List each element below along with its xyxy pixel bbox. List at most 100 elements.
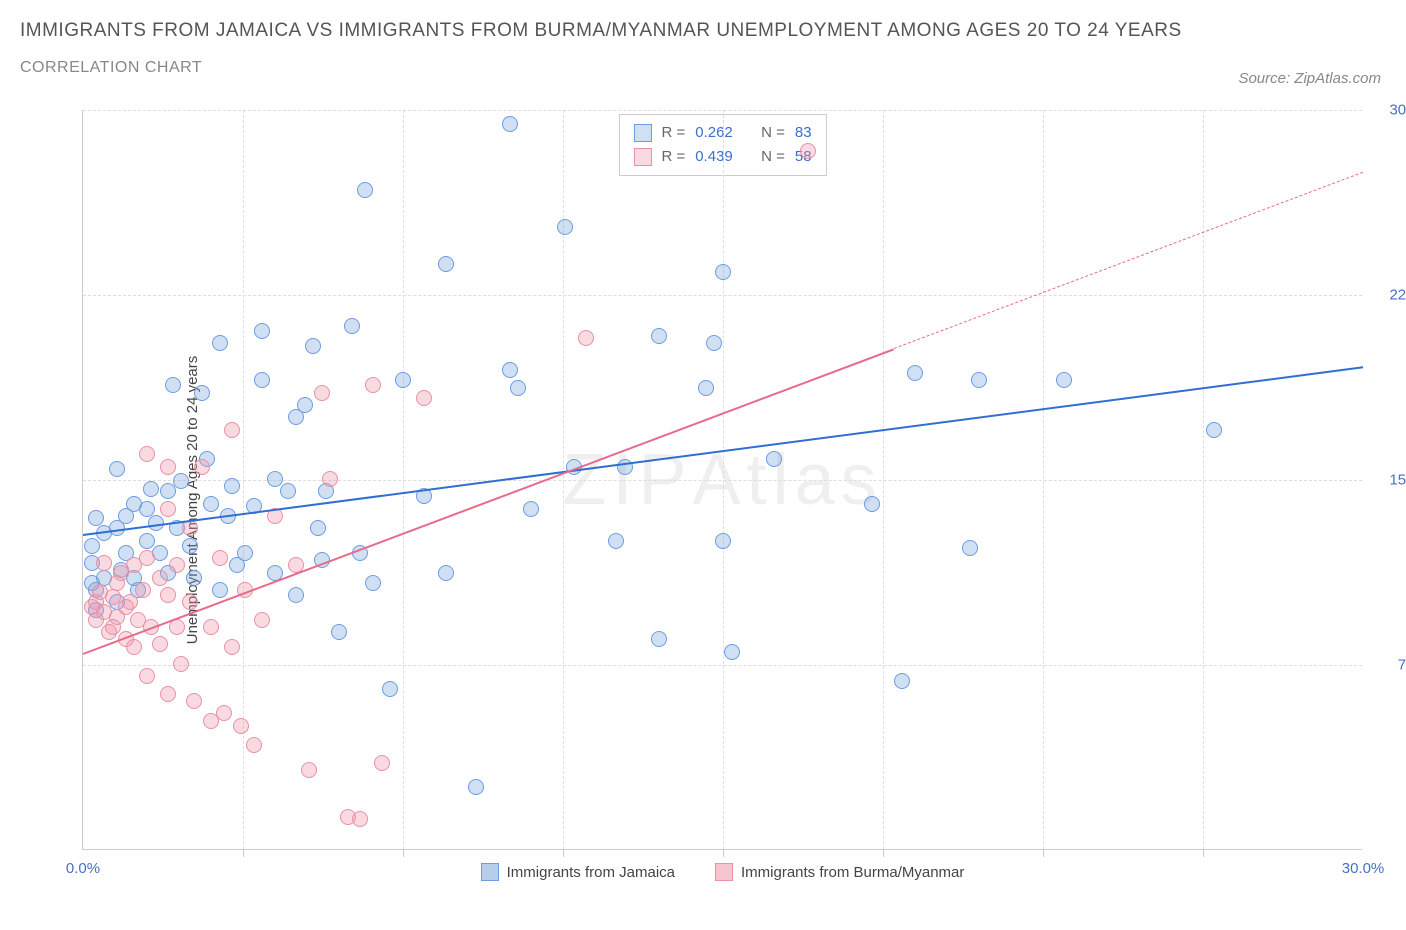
data-point xyxy=(365,377,381,393)
data-point xyxy=(88,510,104,526)
legend-label: Immigrants from Jamaica xyxy=(507,864,675,881)
gridline-v xyxy=(723,110,724,849)
gridline-v xyxy=(403,110,404,849)
data-point xyxy=(160,501,176,517)
data-point xyxy=(96,555,112,571)
x-tick xyxy=(1203,849,1204,857)
data-point xyxy=(84,538,100,554)
data-point xyxy=(706,335,722,351)
x-tick xyxy=(1043,849,1044,857)
data-point xyxy=(468,779,484,795)
data-point xyxy=(698,380,714,396)
legend-item: Immigrants from Jamaica xyxy=(481,863,675,881)
data-point xyxy=(1206,422,1222,438)
data-point xyxy=(224,639,240,655)
data-point xyxy=(280,483,296,499)
legend-swatch xyxy=(715,863,733,881)
trend-line xyxy=(893,172,1363,349)
data-point xyxy=(233,718,249,734)
data-point xyxy=(126,639,142,655)
data-point xyxy=(395,372,411,388)
n-label: N = xyxy=(761,145,785,169)
data-point xyxy=(160,686,176,702)
r-value: 0.262 xyxy=(695,121,733,145)
data-point xyxy=(173,473,189,489)
data-point xyxy=(143,481,159,497)
data-point xyxy=(152,636,168,652)
data-point xyxy=(297,397,313,413)
data-point xyxy=(715,533,731,549)
legend-label: Immigrants from Burma/Myanmar xyxy=(741,864,964,881)
data-point xyxy=(203,619,219,635)
data-point xyxy=(438,256,454,272)
data-point xyxy=(224,422,240,438)
data-point xyxy=(122,594,138,610)
data-point xyxy=(374,755,390,771)
data-point xyxy=(212,550,228,566)
r-label: R = xyxy=(661,121,685,145)
data-point xyxy=(194,459,210,475)
data-point xyxy=(322,471,338,487)
chart-subtitle: CORRELATION CHART xyxy=(20,59,1386,77)
data-point xyxy=(135,582,151,598)
legend-swatch xyxy=(633,124,651,142)
data-point xyxy=(186,570,202,586)
data-point xyxy=(864,496,880,512)
data-point xyxy=(502,362,518,378)
y-tick-label: 22.5% xyxy=(1372,287,1406,304)
gridline-v xyxy=(243,110,244,849)
y-tick-label: 15.0% xyxy=(1372,472,1406,489)
data-point xyxy=(766,451,782,467)
gridline-v xyxy=(883,110,884,849)
data-point xyxy=(894,673,910,689)
gridline-v xyxy=(1203,110,1204,849)
data-point xyxy=(216,705,232,721)
data-point xyxy=(557,219,573,235)
data-point xyxy=(254,612,270,628)
data-point xyxy=(523,501,539,517)
chart-title: IMMIGRANTS FROM JAMAICA VS IMMIGRANTS FR… xyxy=(20,18,1386,45)
data-point xyxy=(301,762,317,778)
data-point xyxy=(578,330,594,346)
data-point xyxy=(715,264,731,280)
data-point xyxy=(224,478,240,494)
y-tick-label: 30.0% xyxy=(1372,102,1406,119)
data-point xyxy=(724,644,740,660)
data-point xyxy=(186,693,202,709)
data-point xyxy=(254,323,270,339)
x-tick xyxy=(563,849,564,857)
data-point xyxy=(267,471,283,487)
data-point xyxy=(165,377,181,393)
data-point xyxy=(152,570,168,586)
data-point xyxy=(502,116,518,132)
gridline-v xyxy=(1043,110,1044,849)
data-point xyxy=(212,582,228,598)
data-point xyxy=(365,575,381,591)
data-point xyxy=(617,459,633,475)
data-point xyxy=(212,335,228,351)
data-point xyxy=(237,545,253,561)
data-point xyxy=(246,737,262,753)
data-point xyxy=(357,182,373,198)
data-point xyxy=(254,372,270,388)
x-tick-label: 0.0% xyxy=(66,860,100,877)
data-point xyxy=(203,496,219,512)
data-point xyxy=(907,365,923,381)
data-point xyxy=(305,338,321,354)
data-point xyxy=(331,624,347,640)
chart-area: Unemployment Among Ages 20 to 24 years Z… xyxy=(20,110,1386,890)
x-tick xyxy=(243,849,244,857)
legend-swatch xyxy=(481,863,499,881)
data-point xyxy=(352,811,368,827)
series-legend: Immigrants from Jamaica Immigrants from B… xyxy=(83,863,1362,881)
data-point xyxy=(962,540,978,556)
data-point xyxy=(194,385,210,401)
data-point xyxy=(510,380,526,396)
data-point xyxy=(608,533,624,549)
legend-swatch xyxy=(633,148,651,166)
data-point xyxy=(288,587,304,603)
data-point xyxy=(139,446,155,462)
r-label: R = xyxy=(661,145,685,169)
data-point xyxy=(109,461,125,477)
x-tick xyxy=(403,849,404,857)
